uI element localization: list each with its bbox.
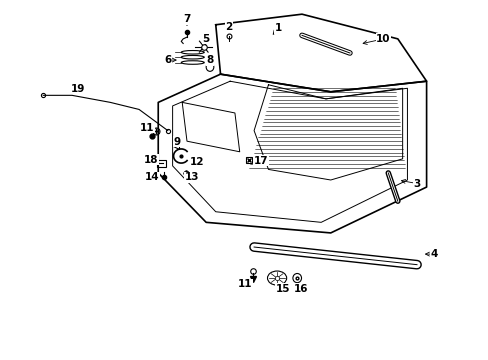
Text: 2: 2	[225, 22, 232, 32]
Text: 12: 12	[189, 157, 203, 167]
Text: 10: 10	[375, 34, 390, 44]
Text: 11: 11	[238, 279, 252, 289]
Text: 4: 4	[429, 249, 437, 259]
Text: 14: 14	[145, 172, 160, 182]
Text: 13: 13	[184, 172, 199, 182]
Text: 6: 6	[164, 55, 171, 65]
Text: 19: 19	[70, 84, 85, 94]
Text: 7: 7	[183, 14, 190, 24]
Bar	[157, 160, 165, 167]
Text: 17: 17	[253, 156, 267, 166]
Text: 3: 3	[412, 179, 420, 189]
Text: 11: 11	[139, 123, 154, 133]
Polygon shape	[254, 85, 402, 180]
Text: 1: 1	[274, 23, 281, 33]
Text: 9: 9	[174, 137, 181, 147]
Text: 16: 16	[293, 284, 307, 294]
Text: 5: 5	[202, 34, 209, 44]
Text: 15: 15	[275, 284, 289, 294]
Text: 18: 18	[144, 154, 159, 165]
Text: 8: 8	[206, 55, 213, 65]
